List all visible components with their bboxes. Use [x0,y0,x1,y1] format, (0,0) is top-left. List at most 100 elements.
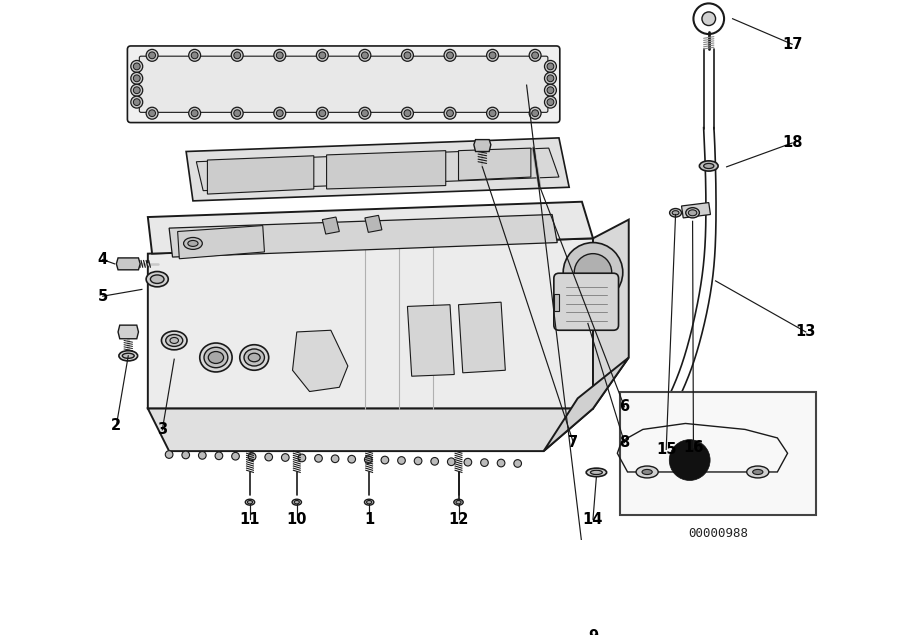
Ellipse shape [184,237,202,250]
Circle shape [431,457,438,465]
Circle shape [514,460,521,467]
Circle shape [404,110,410,117]
Ellipse shape [639,478,654,484]
Circle shape [148,52,156,58]
Ellipse shape [248,353,260,362]
Text: 15: 15 [656,442,677,457]
Circle shape [133,75,140,82]
Circle shape [359,50,371,62]
Polygon shape [681,203,710,218]
Circle shape [146,50,158,62]
Circle shape [532,110,538,117]
Circle shape [404,52,410,58]
Circle shape [274,107,285,119]
Circle shape [364,456,372,464]
Text: 3: 3 [158,422,167,438]
Circle shape [348,455,356,463]
Circle shape [574,253,612,291]
Ellipse shape [119,351,138,361]
Ellipse shape [752,469,763,474]
Text: 10: 10 [286,512,307,526]
Circle shape [401,50,413,62]
Polygon shape [148,408,593,451]
Circle shape [248,453,256,460]
Circle shape [133,98,140,105]
Circle shape [529,107,541,119]
Circle shape [487,50,499,62]
Circle shape [547,87,553,93]
Polygon shape [322,217,339,234]
Circle shape [362,110,368,117]
Ellipse shape [590,471,602,474]
Text: 00000988: 00000988 [688,527,748,540]
Ellipse shape [248,500,253,504]
Circle shape [362,52,368,58]
Ellipse shape [456,500,461,504]
Circle shape [130,72,143,84]
Polygon shape [186,138,569,201]
Circle shape [133,87,140,93]
Text: 17: 17 [782,37,803,52]
Ellipse shape [364,499,373,505]
Circle shape [490,52,496,58]
FancyBboxPatch shape [140,56,548,112]
Circle shape [231,50,243,62]
Ellipse shape [670,208,681,217]
Circle shape [544,96,556,108]
Text: 8: 8 [619,435,630,450]
Ellipse shape [200,343,232,372]
Circle shape [446,110,454,117]
Ellipse shape [170,337,178,344]
Circle shape [315,455,322,462]
Circle shape [191,52,198,58]
Text: 1: 1 [364,512,374,526]
Ellipse shape [686,208,699,218]
Polygon shape [116,258,140,270]
Text: 2: 2 [112,418,122,433]
Ellipse shape [699,161,718,171]
Circle shape [234,52,240,58]
Text: 16: 16 [683,440,704,455]
Polygon shape [544,358,629,451]
Circle shape [544,60,556,72]
Polygon shape [458,148,531,180]
Circle shape [234,110,240,117]
Ellipse shape [366,500,372,504]
Circle shape [319,110,326,117]
Circle shape [265,453,273,461]
Circle shape [148,110,156,117]
Circle shape [544,84,556,96]
Ellipse shape [208,352,223,363]
Circle shape [670,439,710,481]
Text: 9: 9 [588,629,598,635]
Circle shape [547,63,553,70]
Polygon shape [554,293,559,311]
Text: 13: 13 [796,324,816,340]
Circle shape [191,110,198,117]
Ellipse shape [292,499,302,505]
Circle shape [547,98,553,105]
Circle shape [544,72,556,84]
Polygon shape [207,156,314,194]
Ellipse shape [636,466,658,478]
Circle shape [130,96,143,108]
Circle shape [298,454,306,462]
Ellipse shape [122,353,134,358]
Polygon shape [408,305,454,376]
Bar [620,392,816,515]
Circle shape [487,107,499,119]
Circle shape [317,107,328,119]
Polygon shape [118,325,139,338]
Circle shape [319,52,326,58]
Circle shape [276,110,284,117]
Ellipse shape [146,272,168,287]
Ellipse shape [688,210,697,216]
Polygon shape [593,220,629,408]
Polygon shape [327,150,446,189]
Text: 18: 18 [782,135,803,150]
Ellipse shape [166,335,183,347]
Ellipse shape [672,211,679,215]
Circle shape [130,60,143,72]
Ellipse shape [244,349,265,366]
Text: 5: 5 [97,289,108,304]
